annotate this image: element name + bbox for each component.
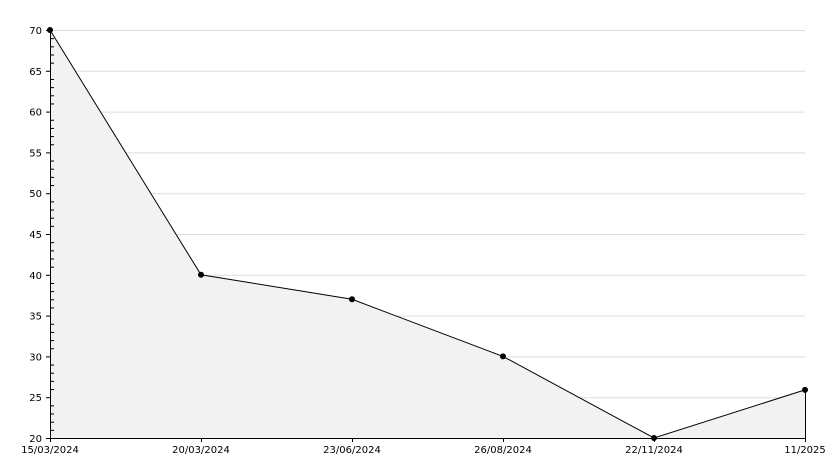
x-tick-label: 20/03/2024 bbox=[172, 445, 230, 456]
y-tick-label: 45 bbox=[29, 230, 42, 241]
y-tick-label: 60 bbox=[29, 108, 42, 119]
data-point bbox=[47, 27, 53, 33]
data-point bbox=[651, 435, 657, 441]
data-point bbox=[198, 271, 204, 278]
y-tick-label: 50 bbox=[29, 189, 42, 200]
y-tick-label: 65 bbox=[29, 67, 42, 78]
y-tick-label: 35 bbox=[29, 312, 42, 323]
x-tick-label: 15/03/2024 bbox=[21, 445, 79, 456]
y-tick-label: 25 bbox=[29, 393, 42, 404]
y-tick-label: 55 bbox=[29, 148, 42, 159]
x-tick-label: 26/08/2024 bbox=[474, 445, 532, 456]
area-fill bbox=[50, 30, 805, 438]
x-tick-label: 11/2025 bbox=[784, 445, 826, 456]
series-line bbox=[49, 29, 806, 439]
y-tick-label: 40 bbox=[29, 271, 42, 282]
y-tick-label: 20 bbox=[29, 434, 42, 445]
x-tick-label: 22/11/2024 bbox=[625, 445, 683, 456]
data-point bbox=[802, 386, 808, 393]
data-point bbox=[500, 353, 506, 360]
x-tick-label: 23/06/2024 bbox=[323, 445, 381, 456]
data-point bbox=[349, 296, 355, 303]
y-tick-label: 30 bbox=[29, 352, 42, 363]
y-tick-label: 70 bbox=[29, 26, 42, 37]
